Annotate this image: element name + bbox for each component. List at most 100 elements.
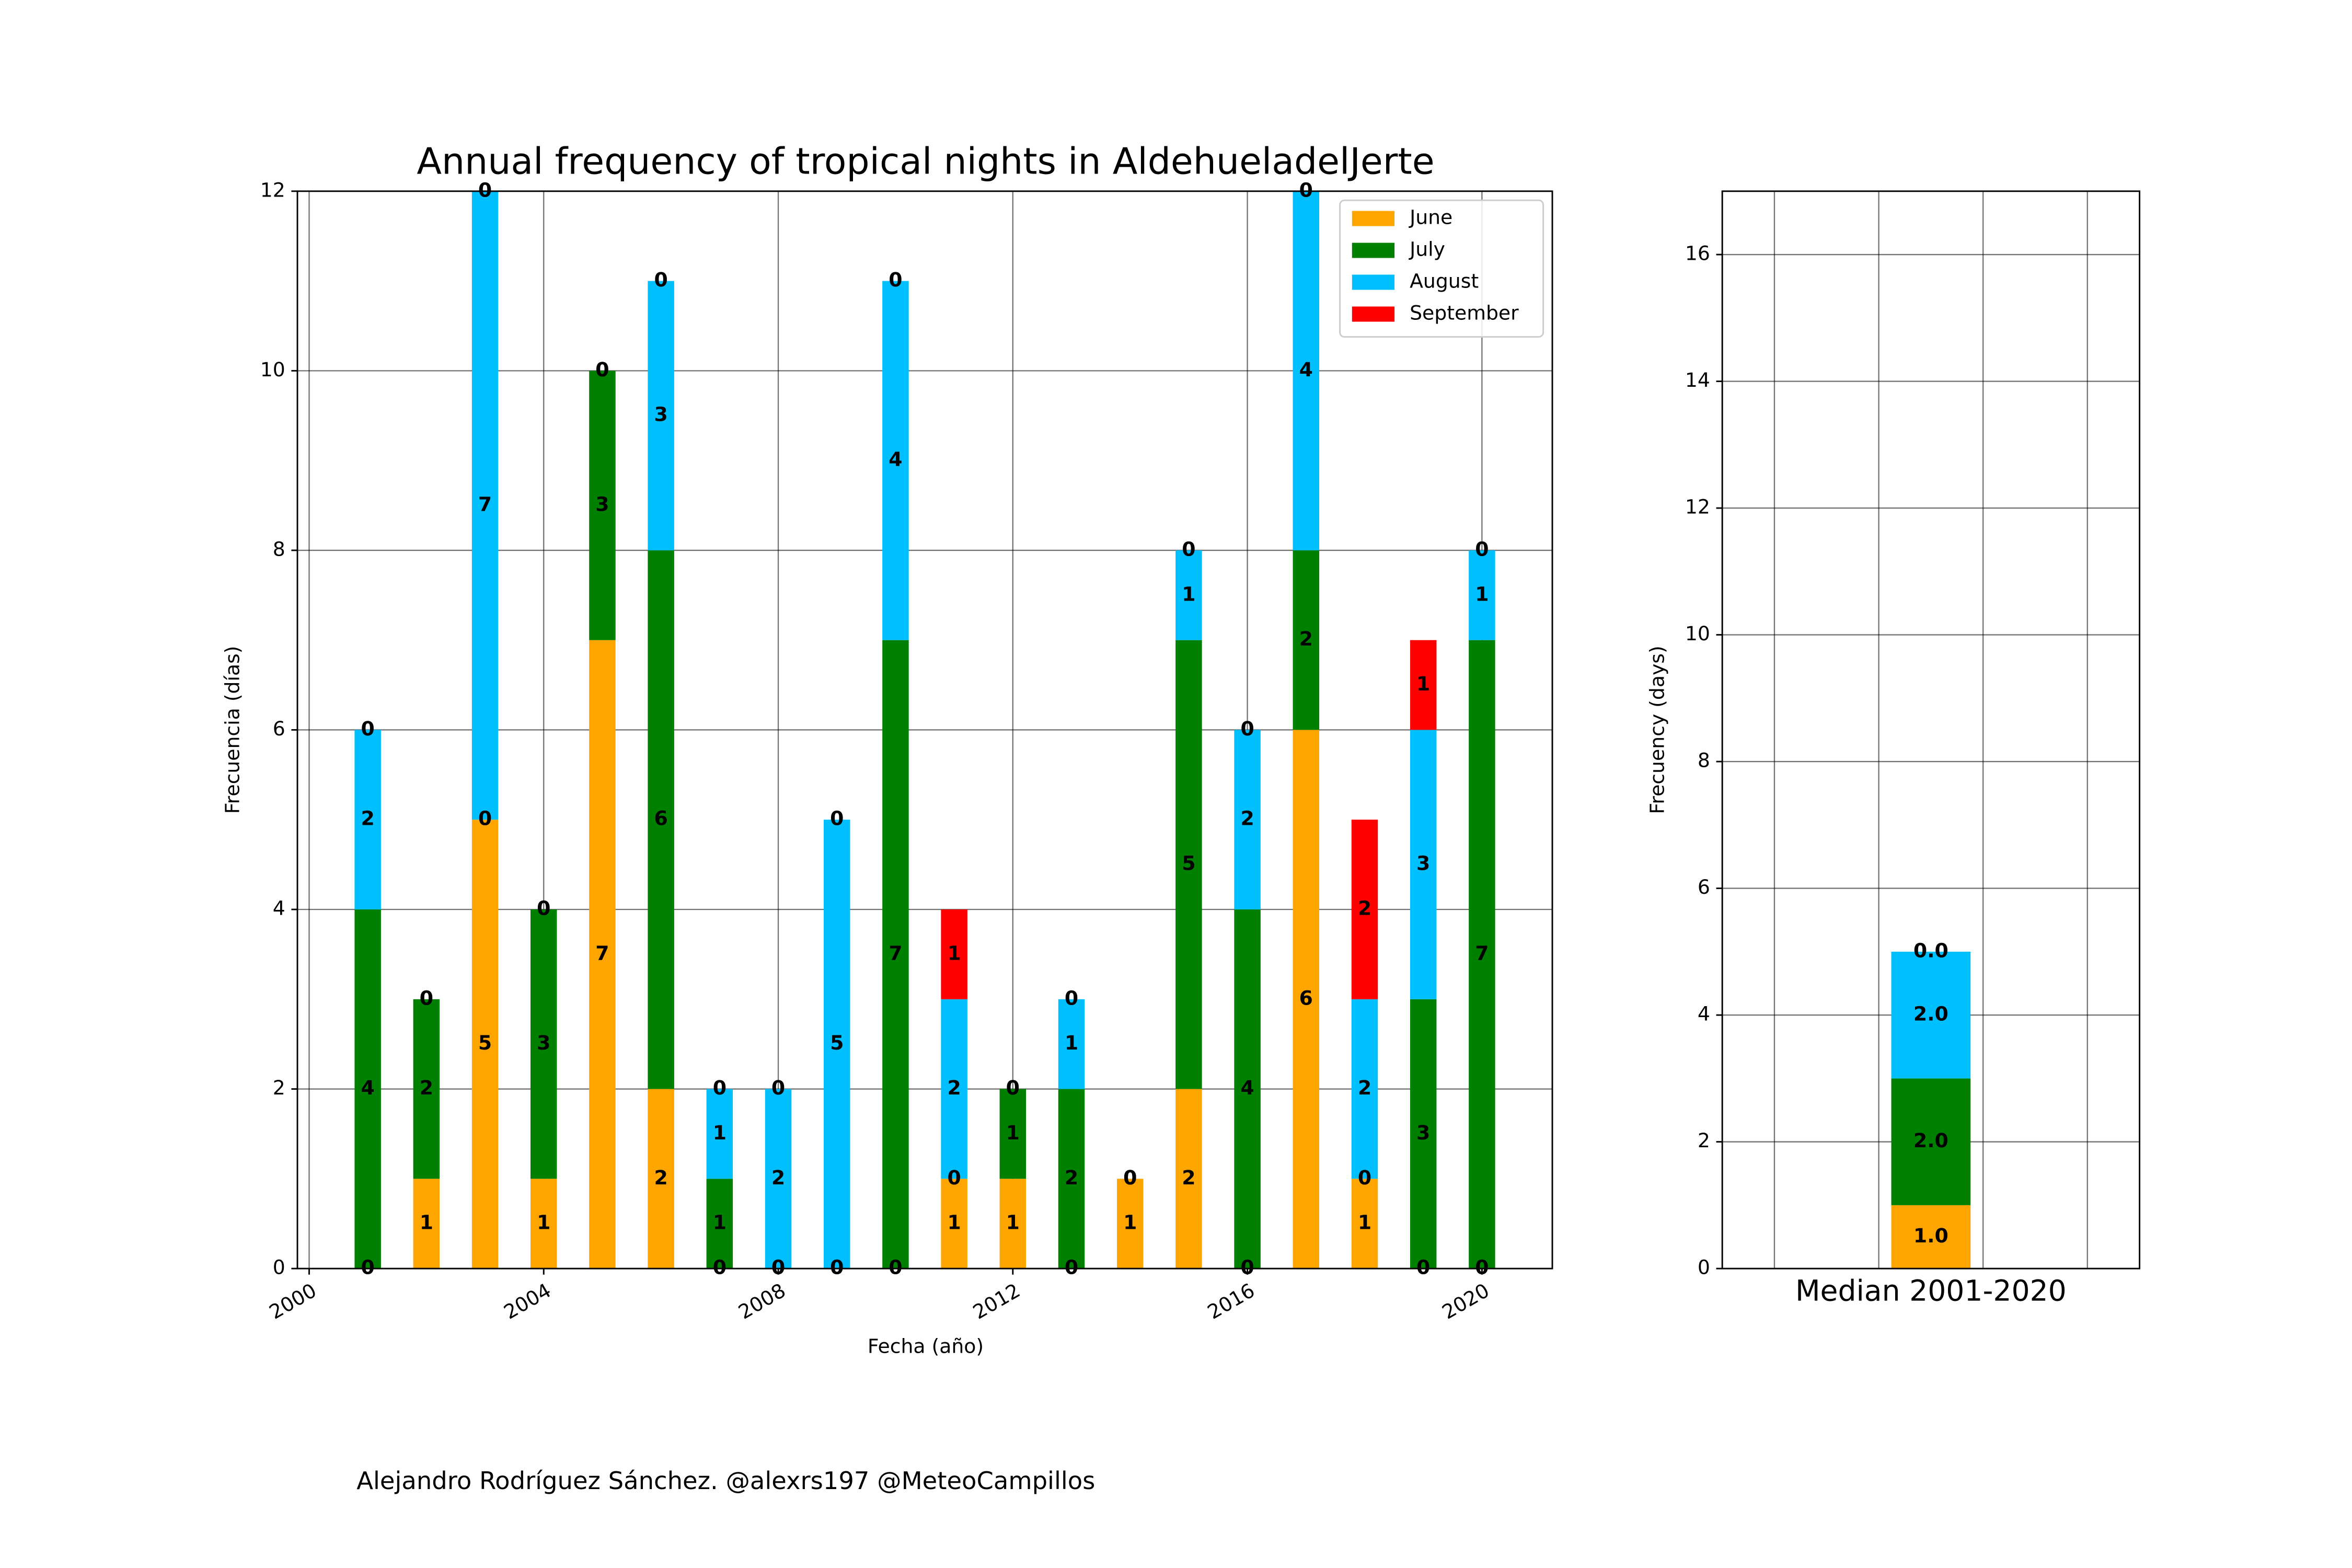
data-label: 2 <box>1065 1166 1078 1189</box>
bar-segment <box>354 730 381 910</box>
y-tick-label: 12 <box>1685 495 1710 518</box>
bar-segment <box>1058 1089 1085 1269</box>
data-label: 5 <box>1182 852 1195 875</box>
bar-segment <box>1351 999 1378 1179</box>
bar-segment <box>1351 1179 1378 1269</box>
data-label: 0 <box>1123 1166 1137 1189</box>
data-label: 0 <box>1358 1166 1371 1189</box>
data-label: 1 <box>1416 672 1430 695</box>
data-label: 0 <box>595 358 609 381</box>
data-label: 0 <box>771 1076 785 1099</box>
data-label: 3 <box>654 403 668 426</box>
y-tick-label: 0 <box>273 1256 285 1279</box>
data-label: 0.0 <box>1913 939 1949 962</box>
data-label: 0 <box>1416 1256 1430 1279</box>
bar-segment <box>941 999 967 1179</box>
data-label: 3 <box>595 493 609 516</box>
data-label: 0 <box>1475 1256 1489 1279</box>
data-label: 2 <box>1240 807 1254 830</box>
legend-frame <box>1339 199 1544 338</box>
data-label: 2 <box>1358 1076 1371 1099</box>
footer: Alejandro Rodríguez Sánchez. @alexrs197 … <box>356 1467 1095 1495</box>
bar-segment <box>1469 550 1495 640</box>
legend: June July August September <box>1339 199 1544 338</box>
data-label: 2 <box>420 1076 433 1099</box>
bar-segment <box>882 640 909 1269</box>
data-label: 0 <box>830 807 844 830</box>
y-tick-label: 2 <box>273 1076 285 1099</box>
bar-segment <box>1293 191 1320 550</box>
data-label: 0 <box>830 1256 844 1279</box>
y-tick-label: 10 <box>260 358 285 381</box>
x-axis-label: Fecha (año) <box>868 1335 984 1358</box>
y-tick-label: 6 <box>273 717 285 740</box>
bar-segment <box>531 909 557 1179</box>
data-label: 0 <box>1065 1256 1078 1279</box>
bar-segment <box>1058 999 1085 1089</box>
bar-segment <box>413 999 440 1179</box>
y-tick-label: 0 <box>1698 1256 1710 1279</box>
y-axis-label: Frecuency (days) <box>1646 645 1669 814</box>
data-label: 0 <box>889 268 902 291</box>
data-label: 0 <box>1299 178 1313 201</box>
bar-segment <box>1410 640 1437 730</box>
bar-segment <box>1410 999 1437 1269</box>
data-label: 6 <box>1299 986 1313 1009</box>
legend-swatch <box>1352 211 1395 226</box>
bar-segment <box>648 281 674 550</box>
data-label: 4 <box>889 448 902 471</box>
bar-segment <box>589 640 616 1269</box>
y-tick-label: 10 <box>1685 622 1710 645</box>
data-label: 4 <box>1240 1076 1254 1099</box>
bar-segment <box>413 1179 440 1269</box>
bar-segment <box>648 1089 674 1269</box>
data-label: 0 <box>1475 537 1489 560</box>
data-label: 1 <box>947 941 961 964</box>
data-label: 1 <box>1182 582 1195 605</box>
bar-segment <box>765 1089 792 1269</box>
x-tick-label: Median 2001-2020 <box>1795 1275 2067 1308</box>
data-label: 7 <box>478 493 492 516</box>
bar-segment <box>1293 730 1320 1269</box>
data-label: 0 <box>713 1076 727 1099</box>
data-label: 0 <box>1123 1166 1137 1189</box>
y-tick-label: 16 <box>1685 242 1710 265</box>
chart-title: Annual frequency of tropical nights in A… <box>417 141 1434 183</box>
data-label: 0 <box>771 1256 785 1279</box>
data-label: 4 <box>361 1076 375 1099</box>
data-label: 2 <box>654 1166 668 1189</box>
data-label: 0 <box>713 1256 727 1279</box>
bar-segment <box>882 281 909 640</box>
y-tick-label: 2 <box>1698 1129 1710 1152</box>
legend-swatch <box>1352 243 1395 258</box>
bar-segment <box>471 191 499 820</box>
data-label: 1 <box>1065 1031 1078 1054</box>
data-label: 0 <box>1123 1166 1137 1189</box>
y-tick-label: 4 <box>273 897 285 920</box>
bar-segment <box>999 1179 1027 1269</box>
legend-label: August <box>1410 270 1479 293</box>
bar-segment <box>941 1179 967 1269</box>
data-label: 2 <box>1358 897 1371 920</box>
bar-segment <box>1234 730 1261 910</box>
data-label: 0 <box>420 986 433 1009</box>
bar-segment <box>1175 550 1202 640</box>
y-tick-label: 6 <box>1698 875 1710 898</box>
data-label: 1 <box>713 1211 727 1234</box>
legend-label: July <box>1409 238 1445 261</box>
y-tick-label: 8 <box>1698 749 1710 772</box>
bar-segment <box>589 371 616 640</box>
bar-segment <box>999 1089 1027 1179</box>
data-label: 6 <box>654 807 668 830</box>
bar-segment <box>648 550 674 1089</box>
bar-segment <box>1891 1078 1971 1205</box>
bar-segment <box>706 1179 733 1269</box>
data-label: 2 <box>1182 1166 1195 1189</box>
data-label: 1.0 <box>1913 1224 1949 1247</box>
bar-segment <box>1175 640 1202 1089</box>
data-label: 0 <box>1006 1076 1020 1099</box>
bar-segment <box>1410 730 1437 999</box>
bar-segment <box>941 909 967 999</box>
bar-segment <box>1469 640 1495 1269</box>
